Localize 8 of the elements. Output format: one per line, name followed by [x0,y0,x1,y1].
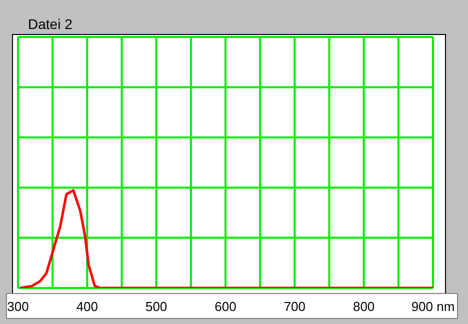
x-tick-label: 300 [7,299,29,314]
x-tick-label: 800 [352,299,375,314]
x-tick-label: 600 [214,299,236,314]
x-tick-label: 900 nm [411,299,455,314]
x-tick-label: 500 [145,299,168,314]
x-tick-label: 700 [284,299,306,314]
x-tick-label: 400 [76,299,98,314]
chart-title: Datei 2 [28,16,72,32]
